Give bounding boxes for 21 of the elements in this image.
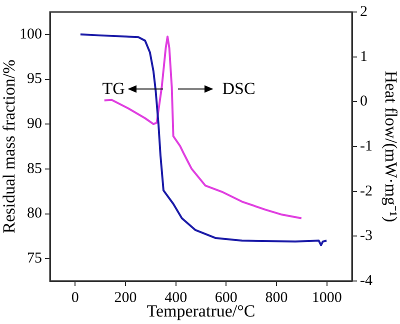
- y2-tick-label: -3: [360, 228, 372, 244]
- y2-tick-label: 1: [360, 48, 368, 65]
- y-axis-title: Residual mass fraction/%: [0, 60, 19, 234]
- y2-tick-label: -1: [360, 138, 372, 154]
- y-tick-label: 80: [27, 206, 42, 222]
- y-tick-label: 75: [27, 250, 42, 267]
- x-tick-label: 0: [71, 290, 79, 306]
- x-tick-label: 200: [114, 290, 137, 306]
- annotation: DSC: [222, 79, 256, 98]
- y2-tick-label: 0: [360, 94, 368, 110]
- annotation: TG: [102, 79, 125, 98]
- x-tick-label: 1000: [312, 290, 342, 306]
- x-tick-label: 800: [265, 290, 288, 306]
- y2-axis-title: Heat flow/(mW·mg⁻¹): [381, 70, 400, 222]
- y2-tick-label: -2: [360, 183, 372, 200]
- y-tick-label: 85: [27, 160, 42, 177]
- y2-tick-label: -4: [360, 272, 373, 289]
- y-tick-label: 95: [27, 71, 42, 88]
- y-tick-label: 90: [27, 116, 42, 132]
- y2-tick-label: 2: [360, 4, 368, 20]
- y-tick-label: 100: [20, 26, 42, 42]
